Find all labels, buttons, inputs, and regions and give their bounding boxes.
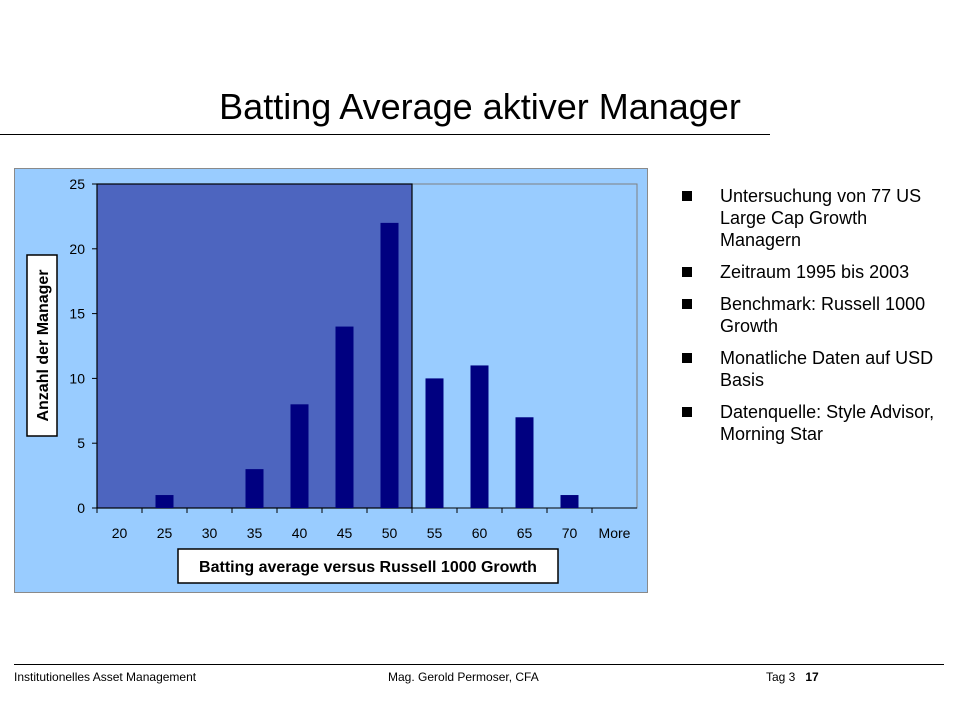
bullet-item: Benchmark: Russell 1000 Growth: [680, 293, 950, 337]
bullet-item: Untersuchung von 77 US Large Cap Growth …: [680, 185, 950, 251]
x-tick-label: 35: [247, 525, 263, 541]
square-bullet-icon: [682, 267, 692, 277]
x-tick-label: 20: [112, 525, 128, 541]
footer-author: Mag. Gerold Permoser, CFA: [388, 670, 539, 684]
x-tick-label: 60: [472, 525, 488, 541]
histogram-bar: [335, 326, 354, 508]
bullet-list: Untersuchung von 77 US Large Cap Growth …: [680, 185, 950, 455]
slide-title: Batting Average aktiver Manager: [219, 86, 741, 127]
x-tick-label: 65: [517, 525, 533, 541]
x-tick-label: 55: [427, 525, 443, 541]
footer-page-number: 17: [805, 670, 819, 684]
x-tick-label: 40: [292, 525, 308, 541]
x-tick-label: 30: [202, 525, 218, 541]
histogram-bar: [155, 495, 174, 508]
bullet-text: Datenquelle: Style Advisor, Morning Star: [720, 402, 935, 444]
histogram-bar: [290, 404, 309, 508]
x-tick-label: More: [599, 525, 631, 541]
histogram-bar: [470, 365, 489, 508]
square-bullet-icon: [682, 407, 692, 417]
y-tick-label: 20: [69, 241, 85, 257]
square-bullet-icon: [682, 191, 692, 201]
y-tick-label: 25: [69, 176, 85, 192]
histogram-bar: [515, 417, 534, 508]
histogram-bar: [425, 378, 444, 508]
bullet-text: Monatliche Daten auf USD Basis: [720, 348, 934, 390]
highlight-region: [96, 183, 413, 509]
y-axis-title: Anzahl der Manager: [35, 269, 52, 421]
footer-divider: [14, 664, 944, 665]
y-axis-title-box: [26, 254, 58, 437]
histogram-chart: 0 5 10 15 20 25 20 25 30 35 40 45 50 55 60 65 70 More Batt…: [26, 176, 638, 584]
footer-page-info: Tag 3 17: [766, 670, 819, 684]
bullet-text: Untersuchung von 77 US Large Cap Growth …: [720, 186, 922, 250]
y-tick-label: 10: [69, 370, 85, 386]
footer-day: Tag 3: [766, 670, 796, 684]
y-tick-label: 5: [77, 435, 85, 451]
x-tick-label: 50: [382, 525, 398, 541]
x-tick-label: 70: [562, 525, 578, 541]
bullet-item: Datenquelle: Style Advisor, Morning Star: [680, 401, 950, 445]
y-tick-label: 0: [77, 500, 85, 516]
bullet-item: Zeitraum 1995 bis 2003: [680, 261, 950, 283]
square-bullet-icon: [682, 299, 692, 309]
square-bullet-icon: [682, 353, 692, 363]
title-divider: [0, 134, 770, 135]
x-tick-label: 45: [337, 525, 353, 541]
x-axis-title: Batting average versus Russell 1000 Grow…: [199, 559, 537, 576]
y-tick-label: 15: [69, 306, 85, 322]
bullet-text: Zeitraum 1995 bis 2003: [720, 262, 910, 282]
bullet-text: Benchmark: Russell 1000 Growth: [720, 294, 926, 336]
x-tick-label: 25: [157, 525, 173, 541]
x-axis-title-box: [177, 548, 559, 584]
footer-course: Institutionelles Asset Management: [14, 670, 197, 684]
histogram-bar: [380, 222, 399, 508]
histogram-bar: [245, 469, 264, 508]
histogram-chart-panel: 0 5 10 15 20 25 20 25 30 35 40 45 50 55 60 65 70 More Batt…: [14, 168, 648, 593]
histogram-bar: [560, 495, 579, 508]
bullet-item: Monatliche Daten auf USD Basis: [680, 347, 950, 391]
